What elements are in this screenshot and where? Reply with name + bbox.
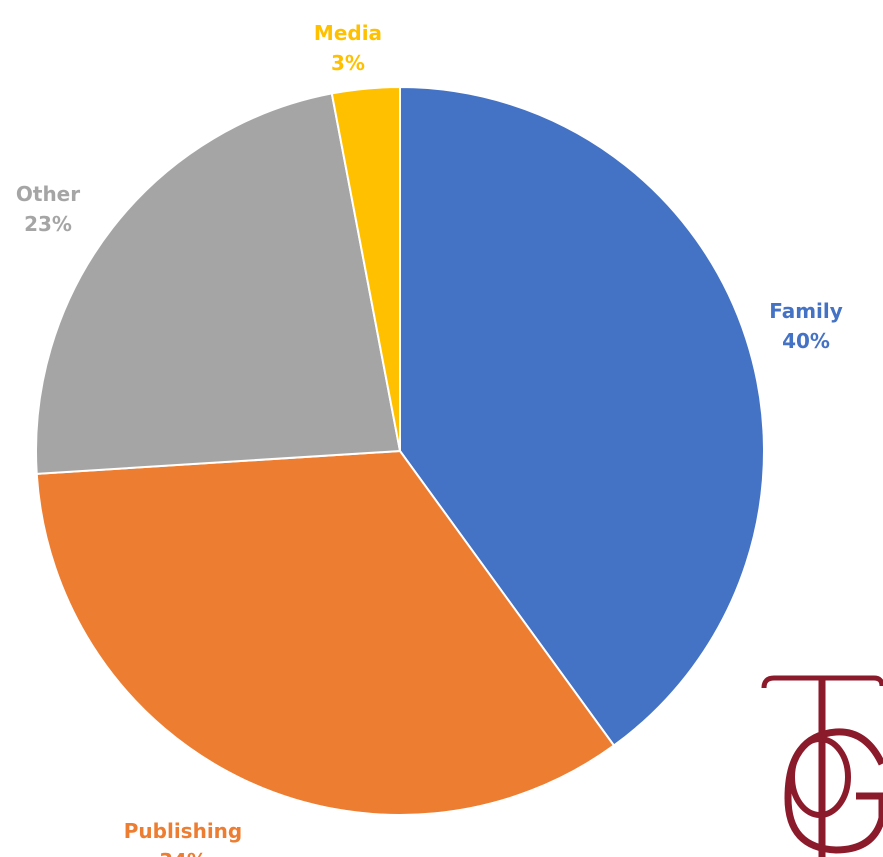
pie-labels: Family 40% Publishing 34% Other 23% Media 3% xyxy=(16,21,843,857)
slice-label-media: Media xyxy=(314,21,382,45)
slice-value-publishing: 34% xyxy=(159,849,207,857)
pie-slice-other xyxy=(35,92,402,475)
pie-slice-publishing xyxy=(35,449,616,816)
pie-slice-family xyxy=(399,85,765,747)
slice-label-other: Other xyxy=(16,182,80,206)
slice-value-family: 40% xyxy=(782,329,830,353)
tg-logo xyxy=(761,675,883,857)
slice-value-other: 23% xyxy=(24,212,72,236)
slice-value-media: 3% xyxy=(331,51,365,75)
pie-slice-media xyxy=(330,85,401,452)
slice-label-family: Family xyxy=(769,299,843,323)
slice-label-publishing: Publishing xyxy=(124,819,242,843)
pie-slices xyxy=(35,85,765,816)
